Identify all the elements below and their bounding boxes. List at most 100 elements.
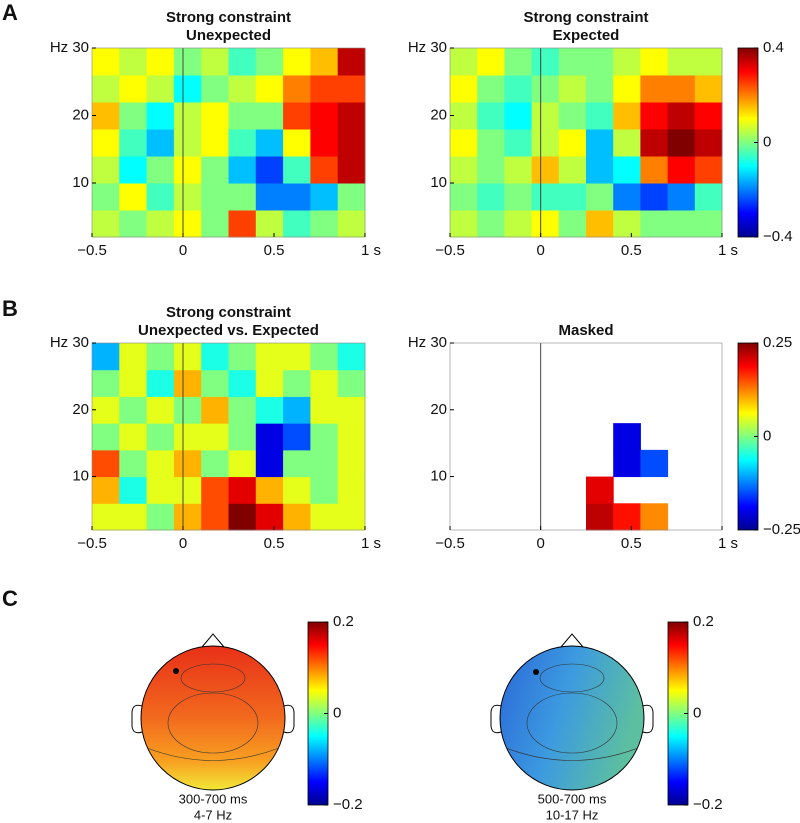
- heatmap-cell: [310, 476, 339, 504]
- contour: [146, 747, 280, 761]
- heatmap-cell: [146, 183, 175, 211]
- contour: [505, 747, 639, 761]
- scalp-map: [140, 645, 286, 791]
- heatmap-cell: [640, 156, 669, 184]
- heatmap-cell: [310, 449, 339, 478]
- heatmap-cell: [531, 75, 560, 103]
- heatmap-cell: [201, 210, 229, 238]
- x-tick-label: 0: [179, 535, 187, 552]
- heatmap-cell: [694, 48, 723, 76]
- heatmap-cell: [119, 423, 148, 451]
- heatmap-cell: [337, 75, 366, 103]
- heatmap-cell: [694, 183, 723, 211]
- heatmap-cell: [504, 156, 533, 184]
- heatmap-cell: [504, 129, 533, 157]
- heatmap-cell: [201, 183, 229, 211]
- heatmap-cell: [504, 183, 533, 211]
- heatmap-cell: [173, 503, 202, 531]
- heatmap-cell: [531, 48, 560, 76]
- heatmap-cell: [586, 183, 614, 211]
- colorbar-tick-label: 0: [763, 133, 771, 150]
- heatmap-cell: [450, 210, 478, 238]
- heatmap-cell: [255, 210, 284, 238]
- heatmap-cell: [310, 129, 339, 157]
- heatmap-cell: [667, 210, 696, 238]
- colorbar-tick-label: 0.2: [333, 613, 354, 630]
- heatmap-cell: [640, 449, 669, 478]
- heatmap-cell: [667, 75, 696, 103]
- heatmap-cell: [283, 129, 311, 157]
- y-tick-label: 10: [430, 174, 447, 191]
- heatmap-cell: [613, 503, 641, 531]
- x-tick-label: 0: [536, 242, 544, 259]
- caption: 10-17 Hz: [546, 807, 599, 822]
- heatmap-cell: [586, 503, 614, 531]
- plot-frame: [449, 47, 723, 238]
- y-tick-label: Hz 30: [408, 39, 447, 56]
- plot-frame: [91, 47, 366, 238]
- chart-title: Strong constraint: [523, 9, 648, 26]
- heatmap-cell: [337, 102, 366, 130]
- heatmap-cell: [283, 476, 311, 504]
- chart-title: Expected: [553, 27, 620, 44]
- colorbar-tick-label: 0.2: [693, 613, 714, 630]
- heatmap-cell: [694, 75, 723, 103]
- heatmap-cell: [477, 129, 505, 157]
- ear-right: [283, 704, 295, 734]
- y-tick-label: 10: [430, 468, 447, 485]
- heatmap-cell: [613, 129, 641, 157]
- x-tick-label: 0: [536, 535, 544, 552]
- heatmap-cell: [201, 396, 229, 424]
- heatmap-cell: [228, 48, 257, 76]
- heatmap-cell: [640, 75, 669, 103]
- heatmap-cell: [694, 102, 723, 130]
- heatmap-cell: [337, 48, 366, 76]
- heatmap-cell: [228, 369, 257, 397]
- caption: 4-7 Hz: [194, 807, 232, 822]
- heatmap-cell: [119, 503, 148, 531]
- heatmap-cell: [558, 129, 587, 157]
- heatmap-cell: [173, 449, 202, 478]
- heatmap-cell: [92, 476, 120, 504]
- heatmap-cell: [173, 396, 202, 424]
- heatmap-cell: [586, 75, 614, 103]
- heatmap-cell: [477, 75, 505, 103]
- scalp-map: [499, 645, 645, 791]
- heatmap-cell: [694, 156, 723, 184]
- y-tick-label: Hz 30: [408, 334, 447, 351]
- heatmap-cell: [173, 210, 202, 238]
- heatmap-cell: [667, 48, 696, 76]
- heatmap-cell: [586, 48, 614, 76]
- heatmap-cell: [173, 183, 202, 211]
- contour: [180, 663, 246, 693]
- heatmap-cell: [283, 369, 311, 397]
- heatmap-cell: [119, 369, 148, 397]
- heatmap-cell: [640, 503, 669, 531]
- heatmap-cell: [146, 503, 175, 531]
- heatmap-cell: [310, 423, 339, 451]
- heatmap-cell: [450, 48, 478, 76]
- heatmap-cell: [613, 156, 641, 184]
- heatmap-cell: [255, 156, 284, 184]
- heatmap-cell: [613, 449, 641, 478]
- heatmap-cell: [119, 449, 148, 478]
- heatmap-cell: [228, 156, 257, 184]
- heatmap-cell: [92, 343, 120, 371]
- heatmap-cell: [613, 75, 641, 103]
- heatmap-cell: [477, 102, 505, 130]
- heatmap-cell: [450, 156, 478, 184]
- x-tick-label: 0: [179, 242, 187, 259]
- nose: [560, 633, 584, 648]
- heatmap-cell: [146, 396, 175, 424]
- heatmap-cell: [310, 183, 339, 211]
- heatmap-cell: [283, 423, 311, 451]
- heatmap-cell: [477, 183, 505, 211]
- heatmap-cell: [201, 449, 229, 478]
- heatmap-cell: [228, 183, 257, 211]
- caption: 300-700 ms: [179, 791, 248, 806]
- heatmap-cell: [613, 210, 641, 238]
- heatmap-cell: [146, 48, 175, 76]
- y-tick-label: Hz 30: [50, 39, 89, 56]
- heatmap-cell: [173, 102, 202, 130]
- heatmap-cell: [558, 102, 587, 130]
